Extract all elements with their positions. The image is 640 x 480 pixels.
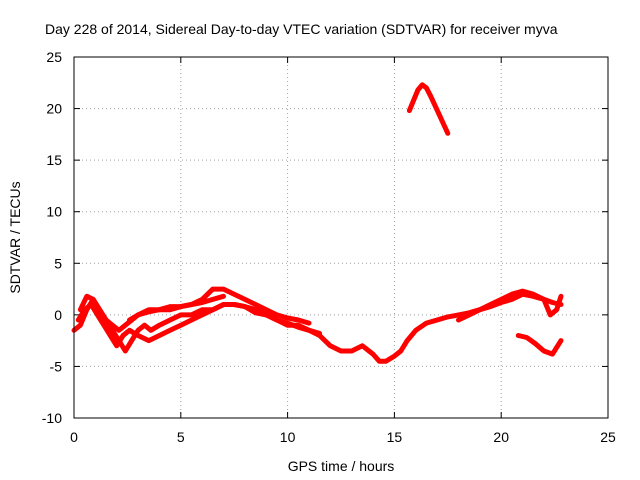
y-axis-title: SDTVAR / TECUs (7, 181, 23, 293)
y-tick-label: 10 (46, 204, 62, 220)
y-tick-label: 0 (54, 307, 62, 323)
series-track-b (75, 302, 323, 349)
ticks-layer (73, 56, 609, 419)
x-axis-title: GPS time / hours (288, 458, 395, 474)
y-tick-label: 15 (46, 152, 62, 168)
x-tick-label: 0 (70, 429, 78, 445)
plot-frame (73, 56, 609, 419)
x-tick-label: 20 (493, 429, 509, 445)
x-tick-label: 25 (600, 429, 616, 445)
x-tick-label: 10 (280, 429, 296, 445)
y-tick-label: 25 (46, 49, 62, 65)
series-track-d (127, 293, 226, 323)
series-track-g (515, 333, 564, 357)
series-layer (71, 82, 564, 364)
series-track-c (77, 286, 312, 333)
x-tick-label: 5 (177, 429, 185, 445)
y-tick-label: -5 (50, 358, 63, 374)
grid-layer (74, 57, 608, 418)
tick-labels: 0 5 10 15 20 25 -10 -5 0 5 10 15 20 25 (42, 49, 616, 445)
series-track-f (456, 288, 564, 323)
y-tick-label: -10 (42, 410, 62, 426)
y-tick-label: 5 (54, 255, 62, 271)
x-tick-label: 15 (387, 429, 403, 445)
chart-title: Day 228 of 2014, Sidereal Day-to-day VTE… (45, 21, 558, 37)
series-track-e (406, 82, 451, 136)
y-tick-label: 20 (46, 101, 62, 117)
